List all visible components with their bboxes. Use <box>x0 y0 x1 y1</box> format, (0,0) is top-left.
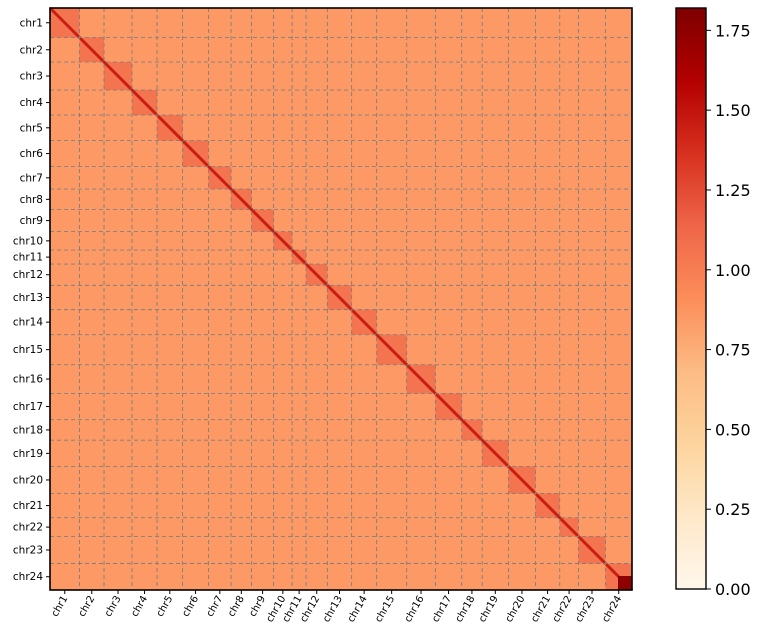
x-tick-label: chr14 <box>346 594 370 624</box>
chromosome-grid <box>50 8 632 590</box>
y-tick-label: chr10 <box>13 235 43 247</box>
y-tick-label: chr15 <box>13 344 43 356</box>
y-tick-label: chr19 <box>13 448 43 460</box>
colorbar-scale <box>675 7 707 590</box>
x-tick-label: chr2 <box>77 594 98 619</box>
x-tick-label: chr24 <box>600 594 624 624</box>
y-tick-label: chr22 <box>13 522 43 534</box>
x-tick-label: chr4 <box>129 594 150 619</box>
diagonal-line <box>48 6 634 592</box>
colorbar-tick-label: 0.25 <box>715 500 751 519</box>
x-tick-label: chr21 <box>529 594 553 624</box>
colorbar-tick-label: 1.50 <box>715 101 751 120</box>
x-tick-label: chr7 <box>205 594 226 619</box>
y-tick-label: chr3 <box>20 71 43 83</box>
x-tick-label: chr17 <box>430 594 454 624</box>
colorbar-tick-label: 0.50 <box>715 420 751 439</box>
y-tick-label: chr14 <box>13 317 43 329</box>
colorbar-tick-label: 0.00 <box>715 580 751 599</box>
x-tick-label: chr23 <box>574 594 598 624</box>
y-tick-label: chr7 <box>20 172 43 184</box>
y-tick-label: chr9 <box>20 215 43 227</box>
heatmap-frame <box>49 7 633 591</box>
x-tick-label: chr16 <box>403 594 427 624</box>
y-tick-label: chr17 <box>13 401 43 413</box>
x-axis: chr1 chr2 chr3 chr4 chr5 chr6 chr7 chr8 chr9 chr1… <box>50 590 624 624</box>
x-tick-label: chr19 <box>477 594 501 624</box>
colorbar-tick-label: 1.25 <box>715 181 751 200</box>
colorbar-tick-label: 0.75 <box>715 341 751 360</box>
y-tick-label: chr5 <box>20 122 43 134</box>
y-tick-label: chr18 <box>13 424 43 436</box>
x-tick-label: chr22 <box>551 594 575 624</box>
y-tick-label: chr6 <box>20 148 44 160</box>
colorbar-tick-label: 1.75 <box>715 21 751 40</box>
y-tick-label: chr2 <box>20 44 43 56</box>
y-tick-label: chr4 <box>20 97 44 109</box>
y-tick-label: chr1 <box>20 17 43 29</box>
x-tick-label: chr9 <box>248 594 269 619</box>
y-tick-label: chr21 <box>13 500 43 512</box>
y-tick-label: chr11 <box>13 252 43 264</box>
colorbar-tick-label: 1.00 <box>715 261 751 280</box>
x-tick-label: chr8 <box>226 594 247 619</box>
x-tick-label: chr20 <box>504 594 528 624</box>
colorbar: 0.00 0.25 0.50 0.75 1.00 1.25 1.50 1.75 <box>675 7 751 599</box>
x-tick-label: chr3 <box>103 594 124 619</box>
peak-cell <box>618 576 632 590</box>
x-tick-label: chr1 <box>50 594 71 619</box>
x-tick-label: chr18 <box>454 594 478 624</box>
x-tick-label: chr15 <box>373 594 397 624</box>
y-tick-label: chr8 <box>20 194 43 206</box>
y-tick-label: chr24 <box>13 571 43 583</box>
y-tick-label: chr16 <box>13 374 43 386</box>
y-axis: chr1 chr2 chr3 chr4 chr5 chr6 chr7 chr8 chr9 chr1… <box>13 17 50 583</box>
x-tick-label: chr5 <box>155 594 176 619</box>
y-tick-label: chr13 <box>13 292 43 304</box>
y-tick-label: chr12 <box>13 269 43 281</box>
x-tick-label: chr13 <box>321 594 345 624</box>
heatmap-matrix <box>48 6 634 592</box>
y-tick-label: chr20 <box>13 474 43 486</box>
y-tick-label: chr23 <box>13 544 43 556</box>
x-tick-label: chr6 <box>180 594 201 619</box>
